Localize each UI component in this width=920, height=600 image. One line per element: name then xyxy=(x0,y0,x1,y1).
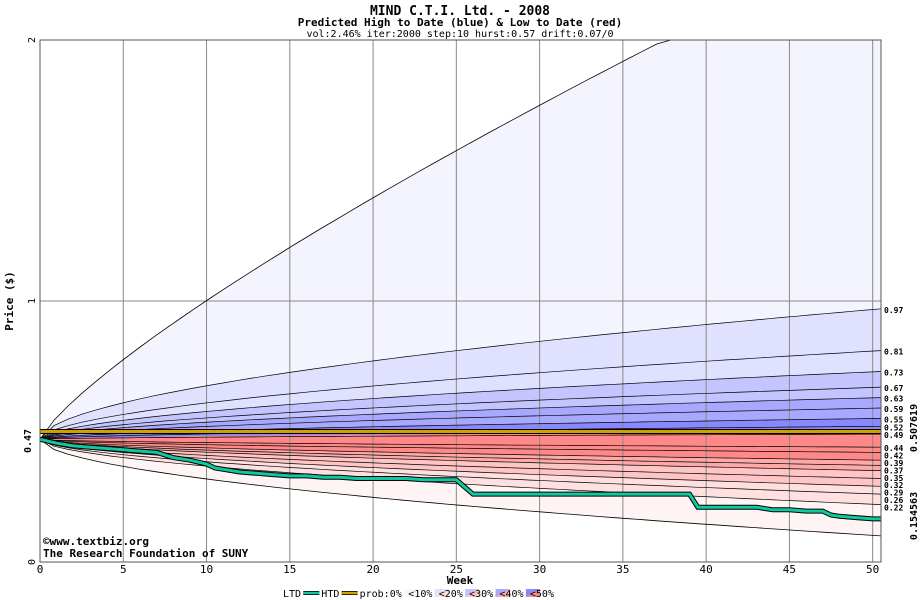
band-low-0.22 xyxy=(40,439,881,505)
legend: LTD HTD prob:0% <10% <20% <30% <40% <50% xyxy=(283,589,554,600)
band-high-0.67 xyxy=(40,387,881,440)
band-high-0.81 xyxy=(40,350,881,440)
x-tick-label: 5 xyxy=(120,563,127,576)
band-high-0.59 xyxy=(40,408,881,440)
x-tick-label: 10 xyxy=(200,563,213,576)
band-high-0.73 xyxy=(40,371,881,440)
band-low-0.39 xyxy=(40,439,881,461)
credit-line-2: The Research Foundation of SUNY xyxy=(43,547,249,560)
quantile-label: 0.39 xyxy=(884,459,903,468)
quantile-line-0.39 xyxy=(39,438,882,461)
x-tick-labels: 0 5 10 15 20 25 30 35 40 45 50 xyxy=(37,563,880,576)
quantile-line-0.59 xyxy=(39,407,882,440)
band-high-0.97 xyxy=(40,308,881,440)
min-path-line xyxy=(39,438,882,537)
x-tick-label: 35 xyxy=(616,563,629,576)
x-tick-label: 15 xyxy=(283,563,296,576)
band-low-0.29 xyxy=(40,439,881,487)
x-tick-label: 40 xyxy=(700,563,713,576)
legend-ltd-label: LTD xyxy=(283,589,301,600)
quantile-label: 0.97 xyxy=(884,306,903,315)
probability-bands xyxy=(40,40,881,536)
quantile-label: 0.81 xyxy=(884,348,903,357)
quantile-line-0.42 xyxy=(39,438,882,453)
quantile-line-0.32 xyxy=(39,438,882,479)
quantile-line-0.97 xyxy=(39,308,882,440)
legend-prob-0: prob:0% xyxy=(360,589,402,600)
quantile-label: 0.52 xyxy=(884,423,903,432)
quantile-line-0.63 xyxy=(39,397,882,440)
series-lines xyxy=(39,39,882,537)
quantile-line-0.73 xyxy=(39,371,882,440)
legend-swatch-red xyxy=(465,589,480,597)
upper-value-label: 0.507619 xyxy=(909,404,920,452)
quantile-label: 0.29 xyxy=(884,489,903,498)
quantile-line-0.37 xyxy=(39,438,882,466)
x-tick-label: 25 xyxy=(450,563,463,576)
band-low-0.42 xyxy=(40,439,881,453)
quantile-label: 0.26 xyxy=(884,496,903,505)
x-tick-label: 20 xyxy=(366,563,379,576)
quantile-label: 0.42 xyxy=(884,452,903,461)
x-tick-label: 45 xyxy=(783,563,796,576)
x-axis-label: Week xyxy=(447,574,474,587)
band-low-0.44 xyxy=(40,431,881,448)
quantile-labels: 0.97 0.81 0.73 0.67 0.630.590.550.520.49 0.44… xyxy=(884,306,903,513)
quantile-label: 0.37 xyxy=(884,466,903,475)
band-low-0.35 xyxy=(40,439,881,471)
band-low-0.37 xyxy=(40,439,881,466)
legend-prob-1: <20% xyxy=(439,589,463,600)
legend-swatch-red xyxy=(525,589,540,597)
quantile-label: 0.63 xyxy=(884,395,903,404)
band-low-outer xyxy=(40,439,881,536)
y-tick-labels: 0 1 2 xyxy=(27,37,38,565)
band-low-0.32 xyxy=(40,439,881,479)
legend-swatch-red xyxy=(495,589,510,597)
quantile-label: 0.73 xyxy=(884,368,903,377)
y-tick-label: 1 xyxy=(27,298,38,304)
legend-prob-3: <40% xyxy=(500,589,524,600)
x-tick-label: 0 xyxy=(37,563,44,576)
quantile-label: 0.49 xyxy=(884,431,903,440)
quantile-label: 0.44 xyxy=(884,444,903,453)
legend-swatch-red xyxy=(434,589,449,597)
quantile-line-0.44 xyxy=(39,438,882,448)
chart-params: vol:2.46% iter:2000 step:10 hurst:0.57 d… xyxy=(306,29,613,40)
credit-line-1: ©www.textbiz.org xyxy=(43,535,149,548)
lower-value-label: 0.154563 xyxy=(909,492,920,540)
y-tick-label: 0 xyxy=(27,559,38,565)
legend-prob-2: <30% xyxy=(469,589,493,600)
quantile-label: 0.67 xyxy=(884,384,903,393)
x-tick-label: 50 xyxy=(866,563,879,576)
band-low-0.26 xyxy=(40,439,881,495)
ltd-line xyxy=(39,437,881,521)
quantile-line-0.67 xyxy=(39,386,882,440)
quantile-line-0.81 xyxy=(39,350,882,440)
quantile-label: 0.55 xyxy=(884,415,903,424)
legend-htd-label: HTD xyxy=(321,589,339,600)
quantile-label: 0.32 xyxy=(884,481,903,490)
legend-prob-4: <50% xyxy=(530,589,554,600)
quantile-label: 0.59 xyxy=(884,405,903,414)
quantile-label: 0.35 xyxy=(884,474,903,483)
quantile-line-0.49 xyxy=(39,433,882,440)
quantile-line-0.35 xyxy=(39,438,882,471)
chart-subtitle: Predicted High to Date (blue) & Low to D… xyxy=(298,16,623,29)
y-tick-label: 2 xyxy=(27,37,38,43)
plot-frame xyxy=(39,39,882,563)
band-high-0.55 xyxy=(40,418,881,440)
y-axis-label: Price ($) xyxy=(3,271,16,331)
current-price-label: 0.47 xyxy=(23,429,34,453)
chart-title: MIND C.T.I. Ltd. - 2008 xyxy=(370,4,550,19)
quantile-label: 0.22 xyxy=(884,503,903,512)
band-high-outer xyxy=(40,40,881,440)
legend-swatch-red xyxy=(404,589,419,597)
legend-prob-0: <10% xyxy=(408,589,432,600)
band-high-0.63 xyxy=(40,397,881,440)
x-tick-label: 30 xyxy=(533,563,546,576)
